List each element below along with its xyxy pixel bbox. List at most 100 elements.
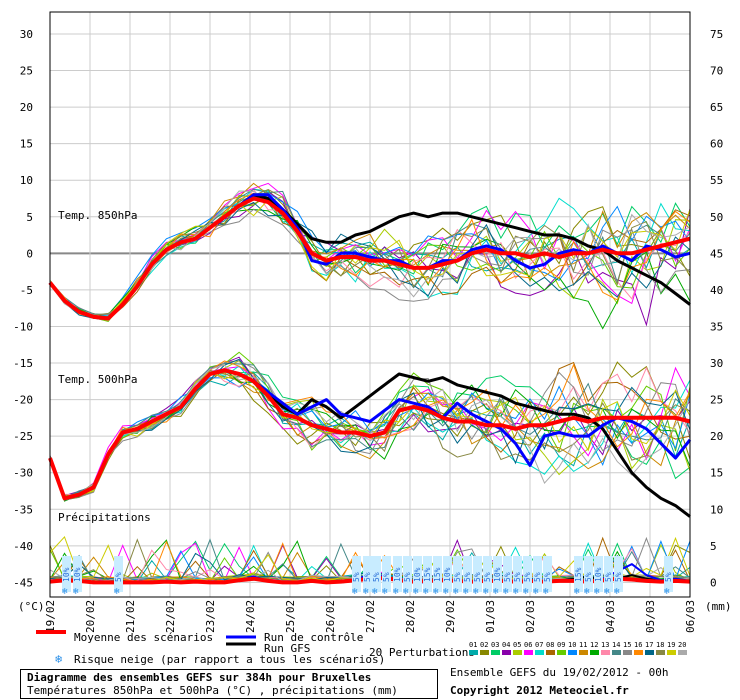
snow-risk-label: 5% — [483, 572, 492, 582]
right-tick-label: 60 — [710, 138, 723, 151]
snow-risk-label: 5% — [584, 572, 593, 582]
snow-risk-label: 5% — [664, 572, 673, 582]
date-label: 20/02 — [84, 600, 97, 633]
perturbation-swatch — [568, 650, 577, 655]
snowflake-icon: ❄ — [114, 587, 120, 597]
date-label: 29/02 — [444, 600, 457, 633]
left-tick-label: 20 — [20, 101, 33, 114]
label-precip: Précipitations — [58, 511, 151, 524]
perturbation-id: 04 — [502, 641, 510, 649]
snow-risk-label: 5% — [382, 572, 391, 582]
perturbation-swatch — [590, 650, 599, 655]
snow-risk-cell — [483, 556, 492, 592]
snow-risk-cell — [473, 556, 482, 592]
snowflake-icon: ❄ — [574, 587, 580, 597]
snow-risk-cell — [352, 556, 361, 592]
right-tick-label: 10 — [710, 503, 723, 516]
right-tick-label: 20 — [710, 430, 723, 443]
snow-risk-label: 5% — [473, 572, 482, 582]
date-label: 03/03 — [564, 600, 577, 633]
perturbation-swatch — [513, 650, 522, 655]
snowflake-icon: ❄ — [423, 587, 429, 597]
perturbation-id: 20 — [678, 641, 686, 649]
date-label: 25/02 — [284, 600, 297, 633]
snowflake-icon: ❄ — [453, 587, 459, 597]
snow-risk-cell — [574, 556, 583, 592]
mean-line-t850 — [48, 196, 691, 321]
left-tick-label: -40 — [13, 540, 33, 553]
snow-risk-cell — [463, 556, 472, 592]
snow-risk-label: 10% — [393, 567, 402, 582]
snowflake-icon: ❄ — [382, 587, 388, 597]
perturbation-swatch — [579, 650, 588, 655]
right-tick-label: 30 — [710, 357, 723, 370]
snow-risk-label: 5% — [513, 572, 522, 582]
snow-risk-cell — [614, 556, 623, 592]
perturbation-line — [49, 364, 691, 500]
snow-risk-cell — [604, 556, 613, 592]
left-tick-label: 30 — [20, 28, 33, 41]
left-tick-label: 25 — [20, 65, 33, 78]
snowflake-icon: ❄ — [584, 587, 590, 597]
snowflake-icon: ❄ — [403, 587, 409, 597]
legend-mean-label: Moyenne des scénarios — [74, 631, 213, 644]
snow-risk-label: 10% — [413, 567, 422, 582]
snow-risk-cell — [114, 556, 123, 592]
snow-risk-cell — [372, 556, 381, 592]
snow-risk-cell — [382, 556, 391, 592]
date-label: 04/03 — [604, 600, 617, 633]
snow-risk-cell — [533, 556, 542, 592]
perturbation-id: 14 — [612, 641, 620, 649]
snow-risk-cell — [403, 556, 412, 592]
date-label: 05/03 — [644, 600, 657, 633]
snow-risk-label: 5% — [614, 572, 623, 582]
snow-risk-label: 5% — [363, 572, 372, 582]
perturbation-swatch — [612, 650, 621, 655]
plot-frame — [49, 11, 691, 598]
snow-risk-cell — [453, 556, 462, 592]
right-tick-label: 5 — [710, 540, 717, 553]
perturbation-id: 02 — [480, 641, 488, 649]
right-tick-label: 35 — [710, 320, 723, 333]
copyright: Copyright 2012 Meteociel.fr — [450, 684, 629, 697]
perturbation-line — [49, 366, 691, 498]
title-box: Diagramme des ensembles GEFS sur 384h po… — [20, 669, 438, 699]
snow-risk-label: 5% — [372, 572, 381, 582]
perturbation-id: 15 — [623, 641, 631, 649]
right-tick-label: 75 — [710, 28, 723, 41]
perturbation-swatch — [601, 650, 610, 655]
ensemble-info: Ensemble GEFS du 19/02/2012 - 00h — [450, 666, 669, 679]
snowflake-icon: ❄ — [463, 587, 469, 597]
right-unit-label: (mm) — [705, 600, 732, 613]
label-t850: Temp. 850hPa — [58, 209, 137, 222]
snow-risk-label: 5% — [463, 572, 472, 582]
right-tick-label: 40 — [710, 284, 723, 297]
date-label: 28/02 — [404, 600, 417, 633]
snow-risk-label: 10% — [594, 567, 603, 582]
right-tick-label: 55 — [710, 174, 723, 187]
right-tick-label: 0 — [710, 576, 717, 589]
snowflake-icon: ❄ — [533, 587, 539, 597]
snow-risk-cell — [433, 556, 442, 592]
snowflake-icon: ❄ — [483, 587, 489, 597]
snow-risk-label: 10% — [443, 567, 452, 582]
snowflake-icon: ❄ — [73, 587, 79, 597]
perturbation-swatch — [557, 650, 566, 655]
perturbation-line — [49, 199, 691, 318]
perturbation-id: 16 — [634, 641, 642, 649]
legend-perturbations-label: 20 Perturbations — [369, 646, 475, 659]
right-tick-label: 45 — [710, 247, 723, 260]
snow-risk-cell — [513, 556, 522, 592]
perturbation-swatch — [535, 650, 544, 655]
snow-risk-label: 10% — [73, 567, 82, 582]
perturbation-swatch — [546, 650, 555, 655]
left-tick-label: -15 — [13, 357, 33, 370]
snow-risk-cell — [503, 556, 512, 592]
perturbation-id: 17 — [645, 641, 653, 649]
snowflake-icon: ❄ — [503, 587, 509, 597]
right-tick-label: 50 — [710, 211, 723, 224]
perturbation-id: 19 — [667, 641, 675, 649]
left-tick-label: -25 — [13, 430, 33, 443]
perturbation-id: 10 — [568, 641, 576, 649]
snow-risk-label: 5% — [352, 572, 361, 582]
